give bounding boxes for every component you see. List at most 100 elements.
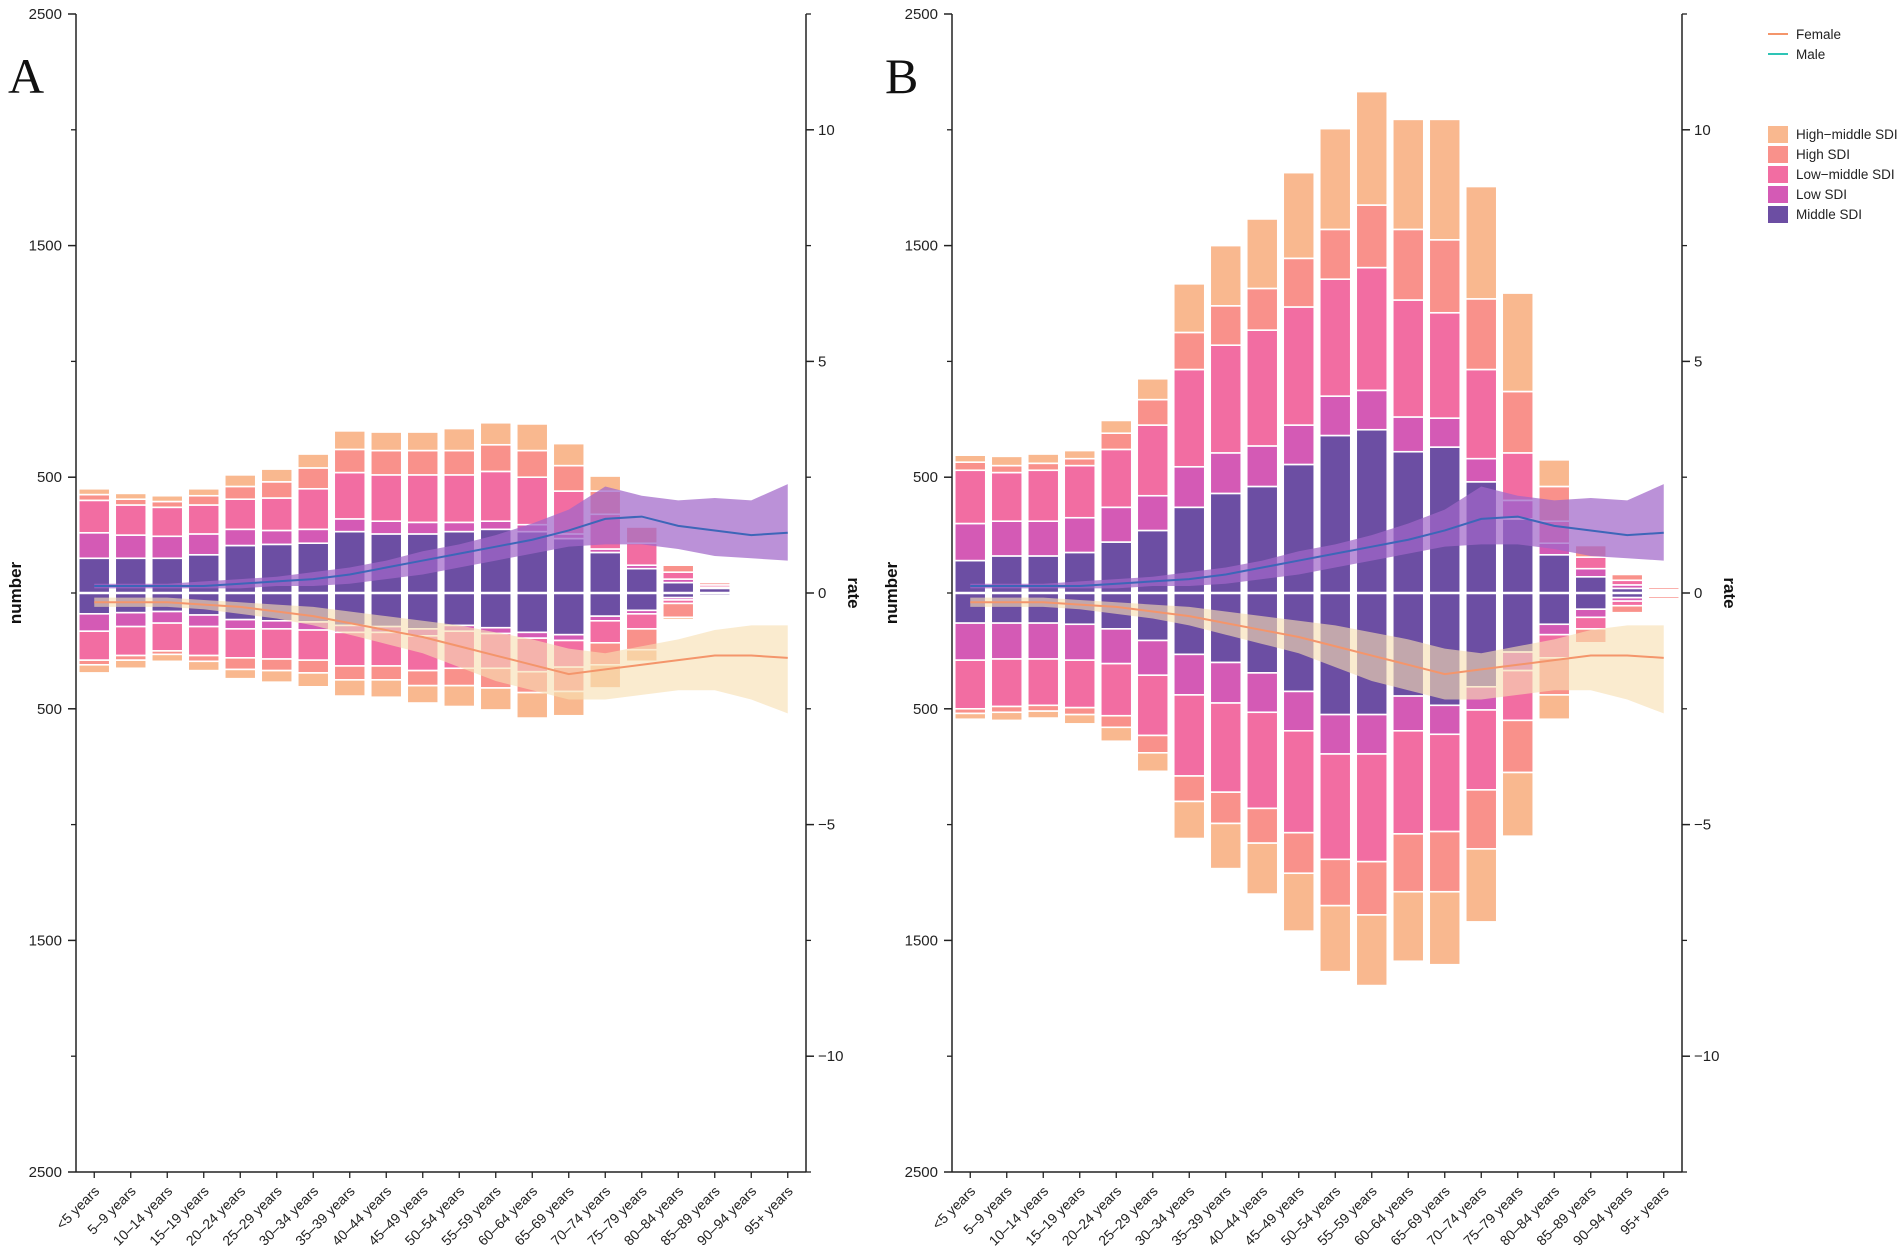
bar-female bbox=[1209, 244, 1243, 307]
bar-female bbox=[1391, 228, 1425, 301]
bar-male bbox=[1282, 831, 1316, 875]
bar-female bbox=[1063, 464, 1097, 519]
bar-female bbox=[1391, 416, 1425, 453]
bar-female bbox=[1355, 90, 1389, 206]
bar-female bbox=[406, 449, 440, 476]
bar-male bbox=[1428, 890, 1462, 966]
bar-female bbox=[77, 531, 111, 560]
bar-male bbox=[1245, 807, 1279, 844]
right-tick-label: 10 bbox=[818, 122, 835, 139]
bar-female bbox=[1282, 424, 1316, 466]
bar-female bbox=[1355, 204, 1389, 269]
bar-male bbox=[223, 657, 257, 671]
bar-female bbox=[1172, 368, 1206, 468]
bar-male bbox=[1063, 713, 1097, 725]
bar-male bbox=[1464, 789, 1498, 850]
bar-male bbox=[661, 602, 695, 619]
bar-male bbox=[1647, 595, 1681, 600]
bar-female bbox=[77, 493, 111, 502]
bar-male bbox=[406, 684, 440, 704]
bar-male bbox=[515, 592, 549, 634]
bar-male bbox=[114, 625, 148, 657]
bar-female bbox=[442, 449, 476, 476]
bar-female bbox=[1245, 329, 1279, 447]
bar-male bbox=[442, 684, 476, 708]
bar-male bbox=[990, 622, 1024, 660]
bar-female bbox=[953, 461, 987, 472]
bar-female bbox=[515, 476, 549, 526]
panel-label: B bbox=[885, 48, 918, 104]
bar-female bbox=[479, 443, 513, 473]
bar-female bbox=[1647, 586, 1681, 591]
bar-male bbox=[1318, 858, 1352, 907]
bar-female bbox=[187, 487, 221, 497]
bar-male bbox=[588, 592, 622, 617]
bar-male bbox=[1245, 672, 1279, 714]
bar-male bbox=[1428, 704, 1462, 736]
bar-female bbox=[150, 500, 184, 509]
bar-female bbox=[406, 521, 440, 535]
bar-male bbox=[1391, 695, 1425, 732]
right-tick-label: −10 bbox=[1694, 1048, 1719, 1065]
bar-male bbox=[1245, 842, 1279, 895]
bar-male bbox=[1574, 592, 1608, 611]
bar-male bbox=[296, 659, 330, 674]
bar-female bbox=[1209, 344, 1243, 454]
legend-line-label: Male bbox=[1796, 47, 1825, 62]
bar-female bbox=[1282, 306, 1316, 426]
bar-female bbox=[114, 534, 148, 560]
bar-male bbox=[1026, 622, 1060, 660]
bar-male bbox=[369, 665, 403, 681]
bar-male bbox=[625, 613, 659, 630]
bar-female bbox=[150, 535, 184, 560]
bar-female bbox=[1464, 457, 1498, 483]
legend: Female Male High−middle SDI High SDI Low−mid… bbox=[1768, 27, 1898, 223]
bar-female bbox=[1355, 266, 1389, 392]
bar-female bbox=[223, 528, 257, 547]
female-rate-line bbox=[970, 601, 1664, 676]
bar-male bbox=[990, 658, 1024, 708]
bar-male bbox=[333, 665, 367, 681]
legend-line-label: Female bbox=[1796, 27, 1841, 42]
bar-female bbox=[990, 464, 1024, 474]
bar-female bbox=[1099, 419, 1133, 434]
bar-male bbox=[1172, 653, 1206, 696]
bar-female bbox=[1026, 462, 1060, 472]
bar-female bbox=[296, 467, 330, 490]
right-tick-label: 0 bbox=[818, 585, 826, 602]
bar-male bbox=[1209, 791, 1243, 825]
bar-female bbox=[479, 520, 513, 531]
bar-female bbox=[552, 442, 586, 467]
bar-female bbox=[953, 469, 987, 525]
bar-female bbox=[1172, 465, 1206, 509]
bar-male bbox=[223, 628, 257, 659]
legend-fill-swatch bbox=[1768, 146, 1788, 163]
bar-female bbox=[661, 581, 695, 594]
bar-female bbox=[1464, 185, 1498, 300]
legend-fill-swatch bbox=[1768, 126, 1788, 143]
bar-male bbox=[515, 691, 549, 719]
bar-female bbox=[114, 498, 148, 506]
bar-male bbox=[333, 679, 367, 697]
bar-male bbox=[223, 618, 257, 630]
bar-female bbox=[1209, 305, 1243, 346]
bar-male bbox=[1464, 848, 1498, 923]
bar-male bbox=[406, 669, 440, 687]
bar-male bbox=[1099, 714, 1133, 729]
bar-male bbox=[990, 711, 1024, 722]
bar-female bbox=[333, 518, 367, 533]
male-rate-band bbox=[94, 484, 788, 589]
bar-female bbox=[1063, 449, 1097, 460]
bar-female bbox=[1537, 459, 1571, 488]
bar-male bbox=[77, 613, 111, 633]
bar-female bbox=[1428, 239, 1462, 314]
bar-female bbox=[1355, 428, 1389, 594]
bar-female bbox=[369, 520, 403, 535]
bar-female bbox=[990, 520, 1024, 557]
right-tick-label: −5 bbox=[818, 817, 835, 834]
bar-female bbox=[1209, 452, 1243, 495]
bar-female bbox=[1501, 390, 1535, 454]
bar-male bbox=[698, 596, 732, 600]
bar-female bbox=[552, 464, 586, 492]
